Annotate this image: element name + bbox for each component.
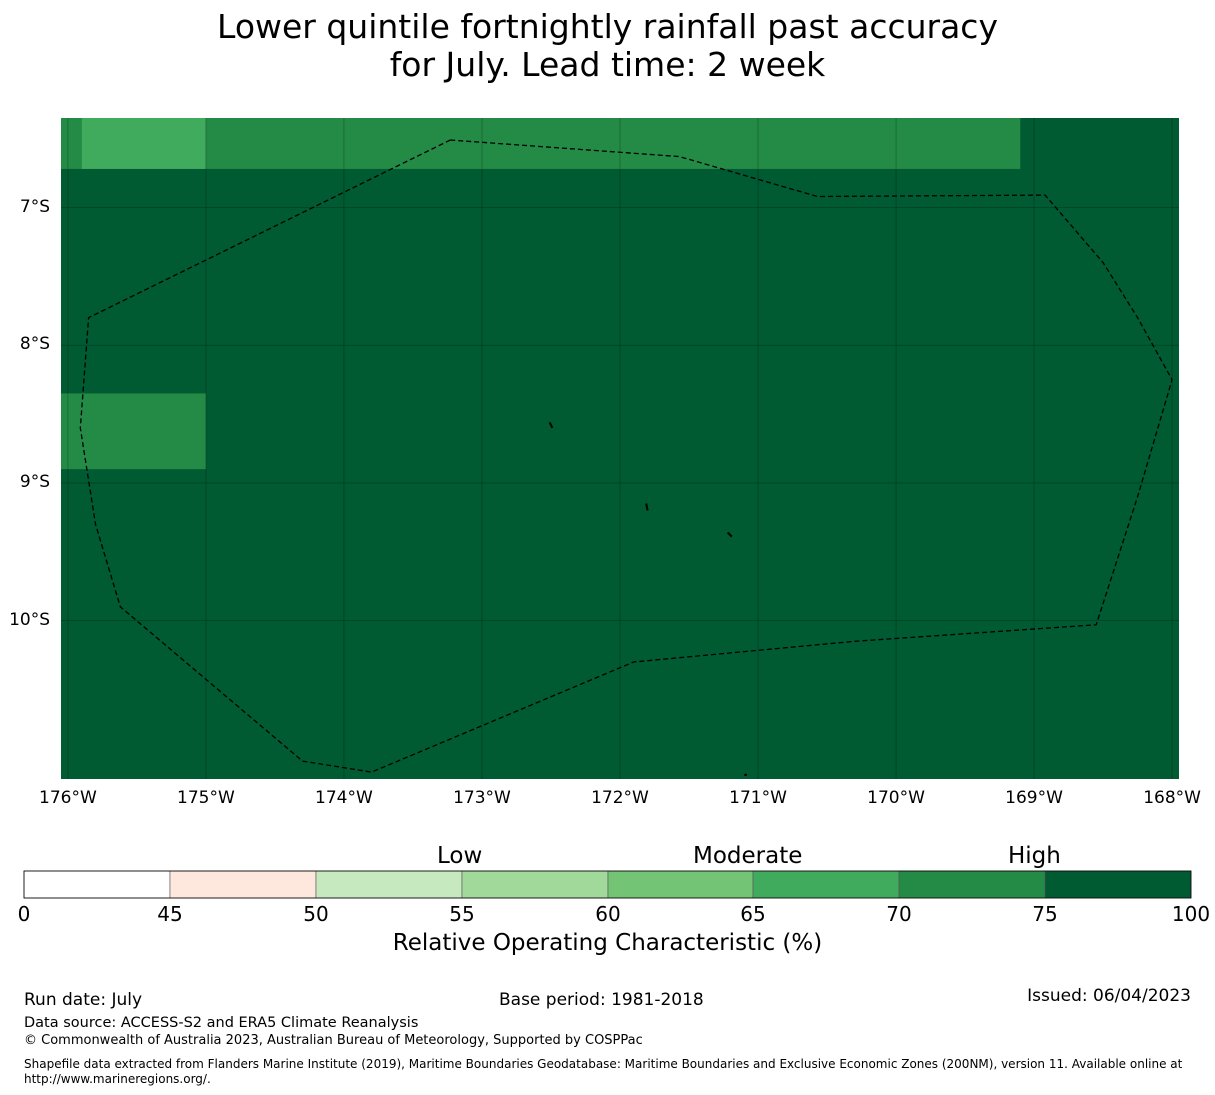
colorbar-swatch — [461, 870, 609, 899]
colorbar-outline — [23, 870, 1192, 899]
lat-tick-label: 7°S — [19, 196, 50, 217]
colorbar — [23, 870, 1192, 899]
lat-tick-label: 9°S — [19, 471, 50, 492]
issued-date: Issued: 06/04/2023 — [1027, 986, 1191, 1006]
colorbar-tick-label: 65 — [740, 902, 766, 926]
lat-tick-label: 10°S — [9, 609, 50, 630]
colorbar-swatch — [169, 870, 317, 899]
island — [645, 503, 649, 511]
colorbar-axis-label: Relative Operating Characteristic (%) — [392, 930, 823, 956]
accuracy-cell — [205, 118, 1021, 169]
data-source: Data source: ACCESS-S2 and ERA5 Climate … — [24, 1015, 419, 1031]
colorbar-label-low: Low — [437, 843, 483, 869]
colorbar-tick-label: 60 — [595, 902, 621, 926]
copyright-notice: © Commonwealth of Australia 2023, Austra… — [24, 1033, 643, 1048]
colorbar-swatch — [1044, 870, 1192, 899]
lon-tick-label: 175°W — [177, 788, 235, 808]
colorbar-swatch — [315, 870, 463, 899]
eez-boundary — [79, 139, 1173, 773]
lon-tick-label: 170°W — [867, 788, 925, 808]
colorbar-tick-label: 50 — [303, 902, 329, 926]
lon-tick-label: 176°W — [39, 788, 97, 808]
accuracy-cell — [61, 118, 82, 169]
accuracy-cell — [81, 118, 206, 169]
accuracy-cell — [61, 393, 206, 470]
colorbar-label-high: High — [1008, 843, 1061, 869]
colorbar-swatch — [23, 870, 171, 899]
map-title-line-1: Lower quintile fortnightly rainfall past… — [217, 7, 998, 46]
colorbar-tick-label: 70 — [886, 902, 912, 926]
colorbar-tick-label: 0 — [17, 902, 31, 926]
colorbar-tick-label: 55 — [449, 902, 475, 926]
lon-tick-label: 169°W — [1005, 788, 1063, 808]
lon-tick-label: 174°W — [315, 788, 373, 808]
shapefile-credit-line-2: http://www.marineregions.org/. — [24, 1072, 211, 1086]
base-period: Base period: 1981-2018 — [499, 990, 704, 1010]
colorbar-swatch — [752, 870, 900, 899]
colorbar-label-moderate: Moderate — [693, 843, 803, 869]
map-area — [61, 118, 1179, 779]
map-title-line-2: for July. Lead time: 2 week — [389, 45, 826, 84]
colorbar-swatch — [607, 870, 754, 899]
map-background — [61, 118, 1179, 779]
run-date: Run date: July — [24, 990, 143, 1010]
colorbar-tick-label: 45 — [157, 902, 183, 926]
lon-tick-label: 171°W — [729, 788, 787, 808]
shapefile-credit-line-1: Shapefile data extracted from Flanders M… — [24, 1057, 1183, 1071]
colorbar-swatch — [898, 870, 1046, 899]
island — [548, 421, 554, 429]
lat-tick-label: 8°S — [19, 334, 50, 355]
colorbar-tick-label: 75 — [1032, 902, 1058, 926]
colorbar-tick-label: 100 — [1171, 902, 1211, 926]
lon-tick-label: 172°W — [591, 788, 649, 808]
lon-tick-label: 168°W — [1143, 788, 1201, 808]
island — [726, 531, 733, 538]
lon-tick-label: 173°W — [453, 788, 511, 808]
